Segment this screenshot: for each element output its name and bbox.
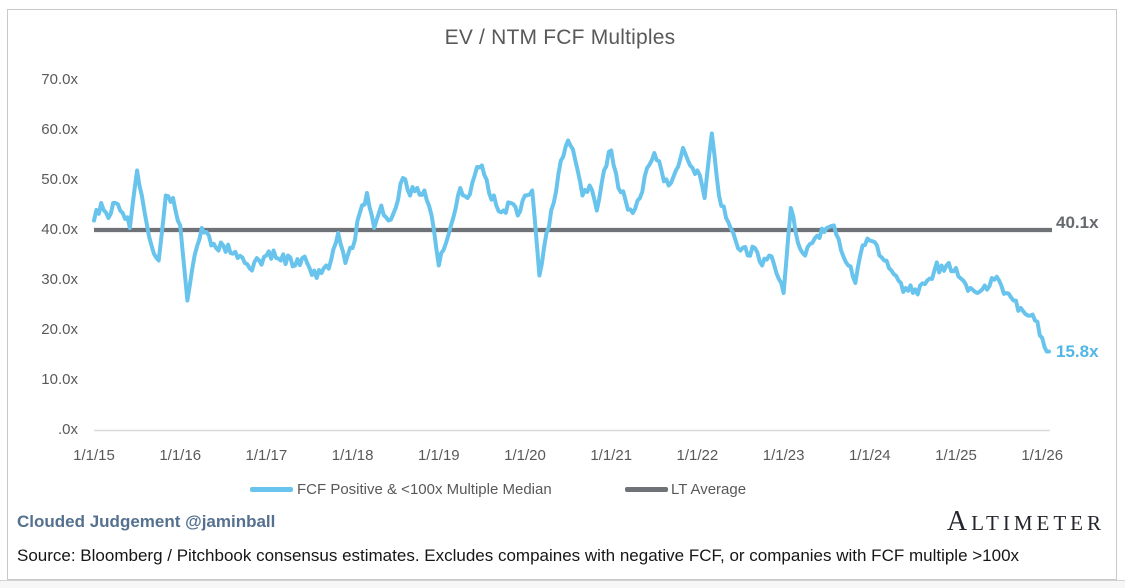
byline-text: Clouded Judgement @jaminball: [17, 512, 276, 531]
legend-swatch-fcf-median: [250, 487, 293, 492]
y-axis-tick-label: 70.0x: [41, 71, 78, 88]
y-axis-tick-label: 20.0x: [41, 321, 78, 338]
y-axis-tick-label: 40.0x: [41, 221, 78, 238]
lt-average-value-label: 40.1x: [1056, 213, 1099, 232]
x-axis-tick-label: 1/1/22: [676, 447, 719, 464]
x-axis-tick-label: 1/1/24: [848, 447, 891, 464]
legend-label-lt-average: LT Average: [671, 481, 747, 498]
chart-title: EV / NTM FCF Multiples: [444, 26, 676, 49]
below-divider-area: [0, 581, 1125, 588]
x-axis-tick-label: 1/1/26: [1021, 447, 1064, 464]
y-axis-tick-label: .0x: [57, 421, 78, 438]
x-axis-tick-label: 1/1/21: [590, 447, 633, 464]
last-value-label: 15.8x: [1056, 342, 1099, 361]
x-axis-tick-label: 1/1/15: [73, 447, 115, 464]
legend-label-fcf-median: FCF Positive & <100x Multiple Median: [297, 481, 552, 498]
source-note: Source: Bloomberg / Pitchbook consensus …: [17, 546, 1020, 565]
y-axis-tick-label: 30.0x: [41, 271, 78, 288]
x-axis-tick-label: 1/1/17: [245, 447, 288, 464]
chart-card-border: [7, 9, 1117, 580]
x-axis-tick-label: 1/1/16: [159, 447, 202, 464]
x-axis-tick-label: 1/1/19: [417, 447, 460, 464]
y-axis-tick-label: 50.0x: [41, 171, 78, 188]
x-axis-tick-label: 1/1/25: [935, 447, 977, 464]
legend-swatch-lt-average: [625, 487, 668, 492]
bottom-divider-line: [0, 580, 1125, 581]
y-axis-tick-label: 10.0x: [41, 371, 78, 388]
altimeter-logo: ALTIMETER: [946, 506, 1105, 537]
x-axis-tick-label: 1/1/18: [331, 447, 374, 464]
x-axis-tick-label: 1/1/23: [762, 447, 805, 464]
fcf-median-line-series: [92, 131, 1051, 354]
y-axis-tick-label: 60.0x: [41, 121, 78, 138]
x-axis-tick-label: 1/1/20: [504, 447, 546, 464]
